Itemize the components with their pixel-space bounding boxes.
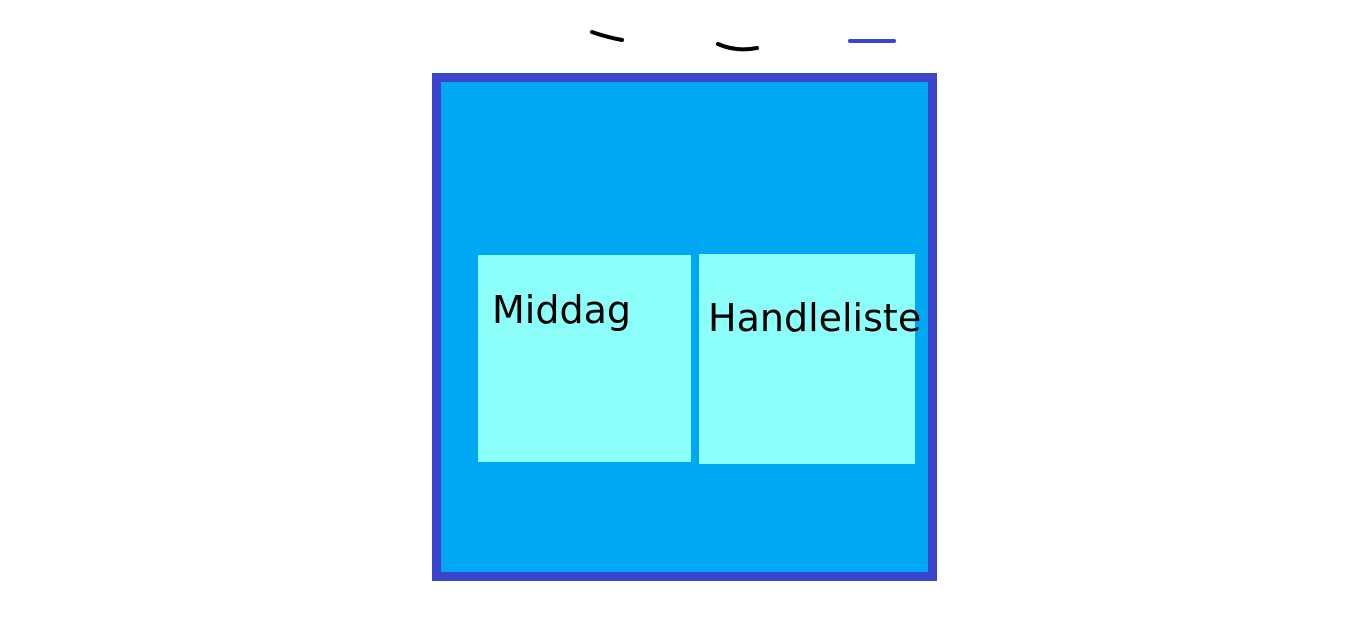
sticky-note-handleliste[interactable]: Handleliste bbox=[699, 254, 921, 464]
ink-stroke-black-2 bbox=[716, 42, 759, 52]
sticky-note-label: Middag bbox=[492, 288, 631, 332]
sticky-note-label: Handleliste bbox=[708, 296, 922, 340]
sticky-note-middag[interactable]: Middag bbox=[478, 255, 691, 462]
ink-stroke-black-1 bbox=[590, 30, 624, 42]
